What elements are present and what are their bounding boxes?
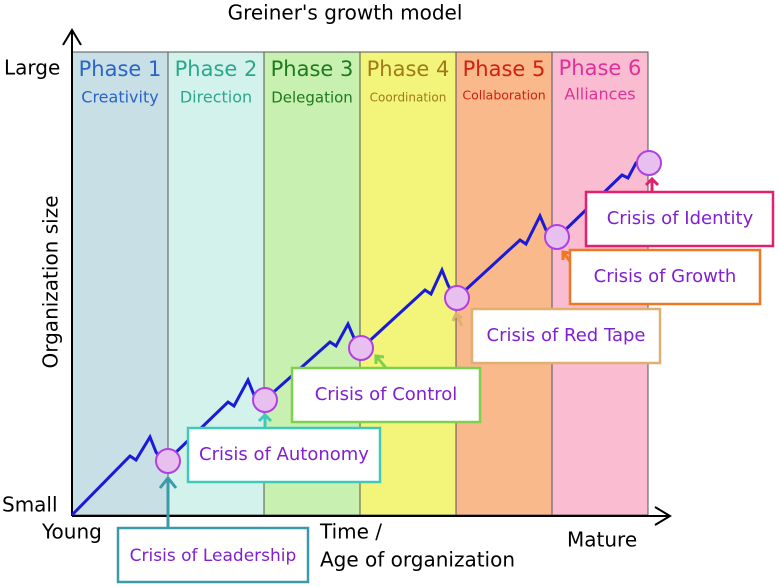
- phase-label: Phase 5: [463, 57, 546, 81]
- phase-label: Phase 2: [175, 57, 258, 81]
- phase-subtitle: Direction: [180, 88, 252, 107]
- phase-label: Phase 4: [367, 57, 450, 81]
- crisis-point: [544, 224, 570, 250]
- crisis-label: Crisis of Control: [315, 384, 458, 405]
- x-left-label: Young: [41, 520, 102, 544]
- arrow: [374, 354, 388, 369]
- phase-column: [71, 51, 169, 516]
- phase-subtitle: Collaboration: [462, 88, 545, 103]
- phase-label: Phase 6: [559, 56, 642, 80]
- x-right-label: Mature: [567, 528, 637, 552]
- x-axis-label: Time /: [319, 520, 382, 544]
- phase-subtitle: Coordination: [370, 91, 447, 105]
- phase-subtitle: Alliances: [564, 85, 635, 104]
- arrow: [158, 475, 178, 528]
- y-top-label: Large: [4, 56, 60, 80]
- crisis-label: Crisis of Leadership: [130, 546, 297, 566]
- crisis-label: Crisis of Red Tape: [487, 325, 646, 346]
- crisis-box: [116, 526, 310, 584]
- crisis-arrows: [158, 176, 660, 528]
- crisis-label: Crisis of Growth: [594, 266, 737, 287]
- crisis-label: Crisis of Identity: [607, 208, 754, 229]
- axes: [62, 28, 672, 526]
- crisis-point: [636, 150, 662, 176]
- arrow: [644, 176, 660, 192]
- y-arrow: [62, 28, 82, 46]
- crisis-box: [568, 248, 762, 306]
- phase-label: Phase 3: [271, 57, 354, 81]
- phase-subtitle: Creativity: [81, 88, 158, 107]
- crisis-point: [155, 448, 181, 474]
- arrow: [257, 412, 273, 428]
- y-bottom-label: Small: [2, 493, 58, 517]
- x-arrow: [654, 506, 672, 526]
- crisis-label: Crisis of Autonomy: [199, 444, 369, 465]
- phase-label: Phase 1: [79, 57, 162, 81]
- x-axis-label: Age of organization: [320, 548, 515, 572]
- crisis-point: [252, 387, 278, 413]
- title: Greiner's growth model: [228, 1, 463, 25]
- phase-subtitle: Delegation: [271, 89, 353, 107]
- crisis-box: [470, 307, 662, 365]
- crisis-points: [155, 150, 662, 474]
- crisis-box: [186, 426, 382, 484]
- y-axis-label: Organization size: [39, 196, 63, 369]
- crisis-point: [348, 335, 374, 361]
- crisis-point: [444, 285, 470, 311]
- arrow: [451, 311, 464, 327]
- crisis-box: [584, 190, 775, 248]
- crisis-box: [290, 366, 482, 424]
